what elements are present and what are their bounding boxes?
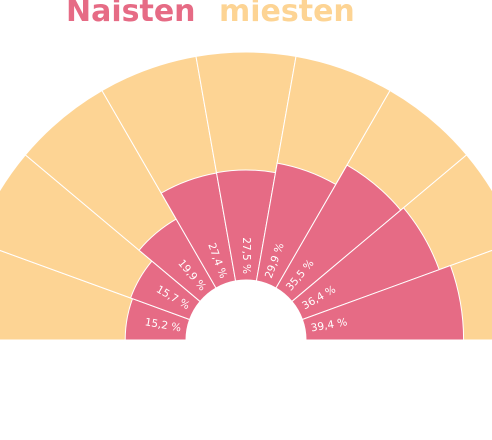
women-segments	[124, 162, 465, 341]
women-segment	[301, 264, 465, 341]
women-segment	[291, 207, 440, 321]
legend-men-label: miesten	[219, 0, 355, 29]
legend-women-label: Naisten	[66, 0, 196, 29]
value-label: 27,5 %	[240, 237, 252, 274]
